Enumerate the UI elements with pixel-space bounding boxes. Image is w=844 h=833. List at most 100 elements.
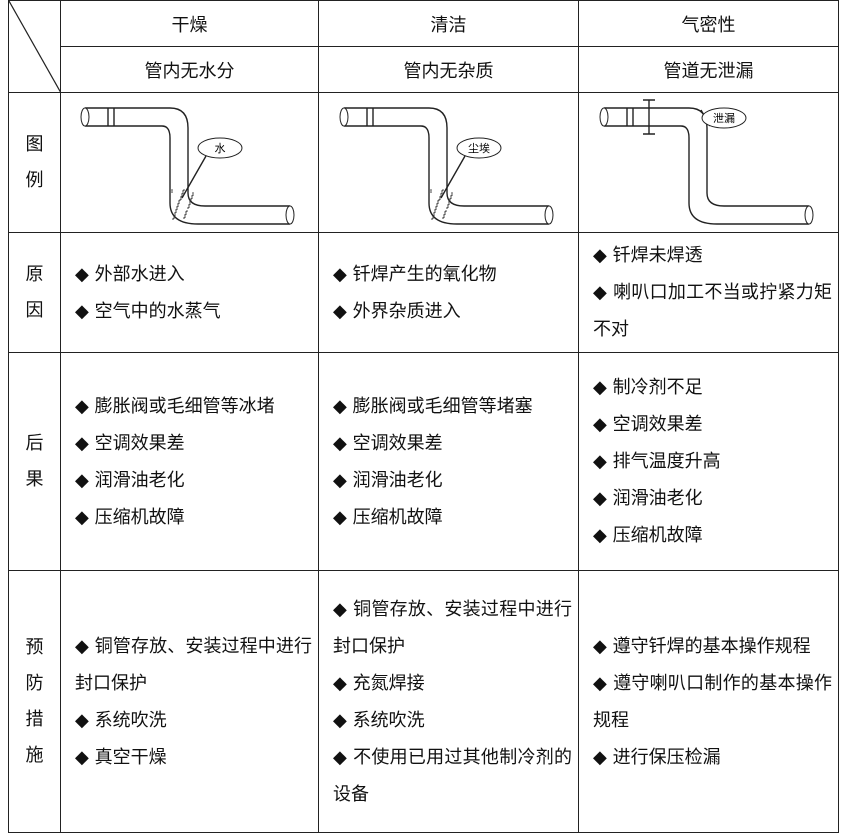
particle xyxy=(447,200,450,203)
particle xyxy=(433,208,436,211)
cell-line: ◆ 润滑油老化 xyxy=(333,469,443,491)
cell: ◆ 膨胀阀或毛细管等冰堵 ◆ 空调效果差 ◆ 润滑油老化 ◆ 压缩机故障 xyxy=(60,352,319,571)
particle xyxy=(172,216,175,219)
particle xyxy=(171,217,174,220)
particle xyxy=(179,195,182,198)
pipe-inner xyxy=(343,124,549,225)
particle xyxy=(443,210,446,213)
particle xyxy=(441,188,444,191)
row-label: 后果 xyxy=(8,352,61,571)
particle xyxy=(173,213,176,216)
cell: ◆ 钎焊产生的氧化物 ◆ 外界杂质进入 xyxy=(318,232,579,353)
particle xyxy=(431,214,434,217)
pipe-inner xyxy=(84,124,290,225)
particle xyxy=(174,210,177,213)
cell-line: ◆ 充氮焊接 xyxy=(333,672,425,694)
cell: ◆ 铜管存放、安装过程中进行封口保护 ◆ 充氮焊接 ◆ 系统吹洗 ◆ 不使用已用过其他… xyxy=(318,570,579,833)
pipe-outer xyxy=(84,106,290,207)
particle xyxy=(173,211,176,214)
cell: ◆ 遵守钎焊的基本操作规程 ◆ 遵守喇叭口制作的基本操作规程 ◆ 进行保压检漏 xyxy=(578,570,839,833)
particle xyxy=(447,202,450,205)
particle xyxy=(185,209,188,212)
cell-line: ◆ 遵守钎焊的基本操作规程 xyxy=(593,635,811,657)
cell-line: ◆ 外部水进入 xyxy=(75,263,185,285)
cell-line: ◆ 润滑油老化 xyxy=(593,488,703,509)
table: 干燥 清洁 气密性 管内无水分 管内无杂质 管道无泄漏 图例 水 尘埃 泄漏 原因 ◆… xyxy=(8,0,839,833)
pipe-inner xyxy=(603,124,809,225)
particle xyxy=(191,193,194,196)
pipe-joint xyxy=(625,107,634,126)
particle xyxy=(432,211,435,214)
row-label: 预防措施 xyxy=(8,570,61,833)
particle xyxy=(435,202,438,205)
row: 预防措施 ◆ 铜管存放、安装过程中进行封口保护 ◆ 系统吹洗 ◆ 真空干燥 ◆ 铜管存放… xyxy=(8,570,839,833)
particle xyxy=(438,195,441,198)
header: 气密性 xyxy=(578,0,839,47)
figure-cell: 水 xyxy=(60,92,319,233)
callout-line xyxy=(180,155,207,198)
particle xyxy=(439,192,442,195)
particle xyxy=(190,194,193,197)
header-row: 干燥 清洁 气密性 xyxy=(8,0,839,93)
cell-line: ◆ 铜管存放、安装过程中进行封口保护 xyxy=(333,598,572,657)
particle xyxy=(446,205,449,208)
particle xyxy=(178,198,181,201)
cell: ◆ 铜管存放、安装过程中进行封口保护 ◆ 系统吹洗 ◆ 真空干燥 xyxy=(60,570,319,833)
particle xyxy=(434,205,437,208)
pipe-end xyxy=(339,107,348,126)
flange xyxy=(642,98,655,135)
particle xyxy=(438,197,441,200)
cell-line: ◆ 压缩机故障 xyxy=(75,506,185,528)
particle xyxy=(444,209,447,212)
pipe-diagram: 泄漏 xyxy=(599,98,813,225)
particle xyxy=(441,216,444,219)
particle xyxy=(429,190,432,193)
particle xyxy=(443,212,446,215)
particle xyxy=(187,203,190,206)
particle xyxy=(431,216,434,219)
callout-bubble xyxy=(456,137,501,158)
particle xyxy=(446,203,449,206)
figure-row: 图例 水 尘埃 泄漏 xyxy=(8,92,839,233)
particle xyxy=(189,197,192,200)
particle xyxy=(442,215,445,218)
particle xyxy=(174,208,177,211)
cell-line: ◆ 真空干燥 xyxy=(75,746,167,768)
particle xyxy=(179,197,182,200)
particle xyxy=(180,192,183,195)
pipe-end xyxy=(599,107,608,126)
particle xyxy=(176,204,179,207)
particle xyxy=(188,200,191,203)
particle xyxy=(172,214,175,217)
particle xyxy=(176,202,179,205)
cell-line: ◆ 润滑油老化 xyxy=(75,469,185,491)
particle xyxy=(442,213,445,216)
particle xyxy=(183,213,186,216)
cell-line: ◆ 空气中的水蒸气 xyxy=(75,300,221,322)
row-label-text: 预防措施 xyxy=(25,636,44,766)
cell-line: ◆ 系统吹洗 xyxy=(75,709,167,731)
pipe-outer xyxy=(603,106,809,207)
particle xyxy=(450,193,453,196)
cell-line: ◆ 空调效果差 xyxy=(333,432,443,454)
callout-bubble xyxy=(197,137,242,158)
cell-line: ◆ 膨胀阀或毛细管等堵塞 xyxy=(333,395,533,417)
cell-line: ◆ 钎焊未焊透 xyxy=(593,245,703,266)
figure-cell: 泄漏 xyxy=(578,92,839,233)
pipe-diagram: 尘埃 xyxy=(339,106,553,225)
row-label: 原因 xyxy=(8,232,61,353)
cell: ◆ 钎焊未焊透 ◆ 喇叭口加工不当或拧紧力矩不对 xyxy=(578,232,839,353)
cell-line: ◆ 遵守喇叭口制作的基本操作规程 xyxy=(593,672,832,731)
pipe-diagram: 水 xyxy=(80,106,294,225)
particle xyxy=(440,191,443,194)
subheader-row: 管内无水分 管内无杂质 管道无泄漏 xyxy=(9,46,839,93)
callout-line xyxy=(439,155,466,198)
particle xyxy=(184,212,187,215)
cell-line: ◆ 不使用已用过其他制冷剂的设备 xyxy=(333,746,572,805)
cell-line: ◆ 空调效果差 xyxy=(75,432,185,454)
callout-label: 尘埃 xyxy=(468,141,490,155)
corner-cell xyxy=(8,0,61,93)
cell-line: ◆ 进行保压检漏 xyxy=(593,746,721,768)
subheader: 管道无泄漏 xyxy=(578,46,839,93)
